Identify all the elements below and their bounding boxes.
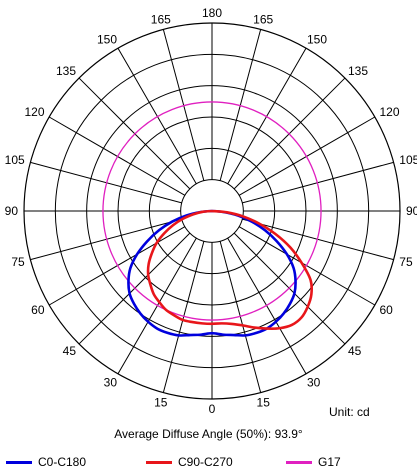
legend: C0-C180 C90-C270 G17	[0, 455, 417, 471]
angle-tick-label: 135	[348, 64, 368, 78]
angle-tick-labels: 180 1651501351201059075604530150153045607…	[5, 6, 417, 416]
legend-swatch-magenta	[286, 460, 312, 464]
angle-tick-label: 45	[63, 344, 77, 358]
angle-tick-label: 75	[11, 255, 25, 269]
angle-tick-label: 30	[307, 376, 321, 390]
legend-swatch-blue	[6, 460, 32, 464]
angle-tick-label: 15	[257, 395, 271, 409]
angle-tick-label: 15	[154, 395, 168, 409]
legend-item-g17: G17	[286, 455, 341, 469]
angle-tick-label: 135	[56, 64, 76, 78]
angle-tick-label: 120	[380, 105, 400, 119]
angle-tick-label: 0	[209, 402, 216, 416]
angle-tick-label: 90	[5, 204, 19, 218]
legend-item-c90-c270: C90-C270	[146, 455, 233, 469]
angle-tick-label: 120	[24, 105, 44, 119]
series-c0-c180-curve	[127, 209, 297, 337]
angle-tick-label: 180	[202, 6, 222, 20]
angle-tick-label: 150	[97, 33, 117, 47]
angle-tick-label: 75	[399, 255, 413, 269]
unit-label: Unit: cd	[329, 405, 370, 419]
angle-tick-label: 150	[307, 33, 327, 47]
series-c90-c270-curve	[146, 209, 314, 330]
series-g17-circle	[102, 101, 322, 321]
angle-tick-label: 105	[5, 153, 25, 167]
legend-item-c0-c180: C0-C180	[6, 455, 86, 469]
legend-label: C90-C270	[178, 455, 233, 469]
angle-tick-label: 60	[31, 303, 45, 317]
angle-tick-label: 60	[380, 303, 394, 317]
angle-tick-label: 30	[104, 376, 118, 390]
chart-subtitle: Average Diffuse Angle (50%): 93.9°	[114, 427, 303, 441]
light-distribution-curves	[102, 101, 322, 337]
angle-tick-label: 165	[151, 13, 171, 27]
angle-tick-label: 165	[253, 13, 273, 27]
legend-swatch-red	[146, 460, 172, 464]
legend-label: C0-C180	[38, 455, 87, 469]
legend-label: G17	[318, 455, 341, 469]
angle-tick-label: 90	[406, 204, 417, 218]
angle-tick-label: 45	[348, 344, 362, 358]
angle-tick-label: 105	[399, 153, 417, 167]
